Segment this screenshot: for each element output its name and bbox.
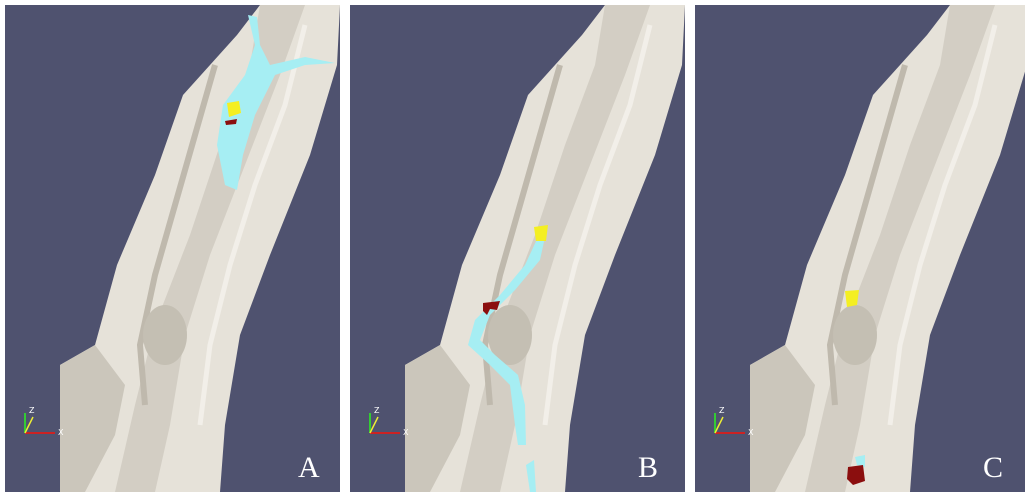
axis-label: Z [29,406,35,415]
figure: Z X A Z X B [0,0,1025,495]
axis-label: X [403,428,409,437]
panel-label: A [298,451,320,484]
panel-b: Z X B [350,5,685,492]
panel-a: Z X A [5,5,340,492]
panel-label: B [638,451,658,484]
panel-label: C [983,451,1003,484]
panel-c: Z X C [695,5,1025,492]
axis-label: X [748,428,754,437]
axis-label: Z [374,406,380,415]
axis-label: X [58,428,64,437]
axis-label: Z [719,406,725,415]
page: Z X A Z X B [0,0,1025,495]
